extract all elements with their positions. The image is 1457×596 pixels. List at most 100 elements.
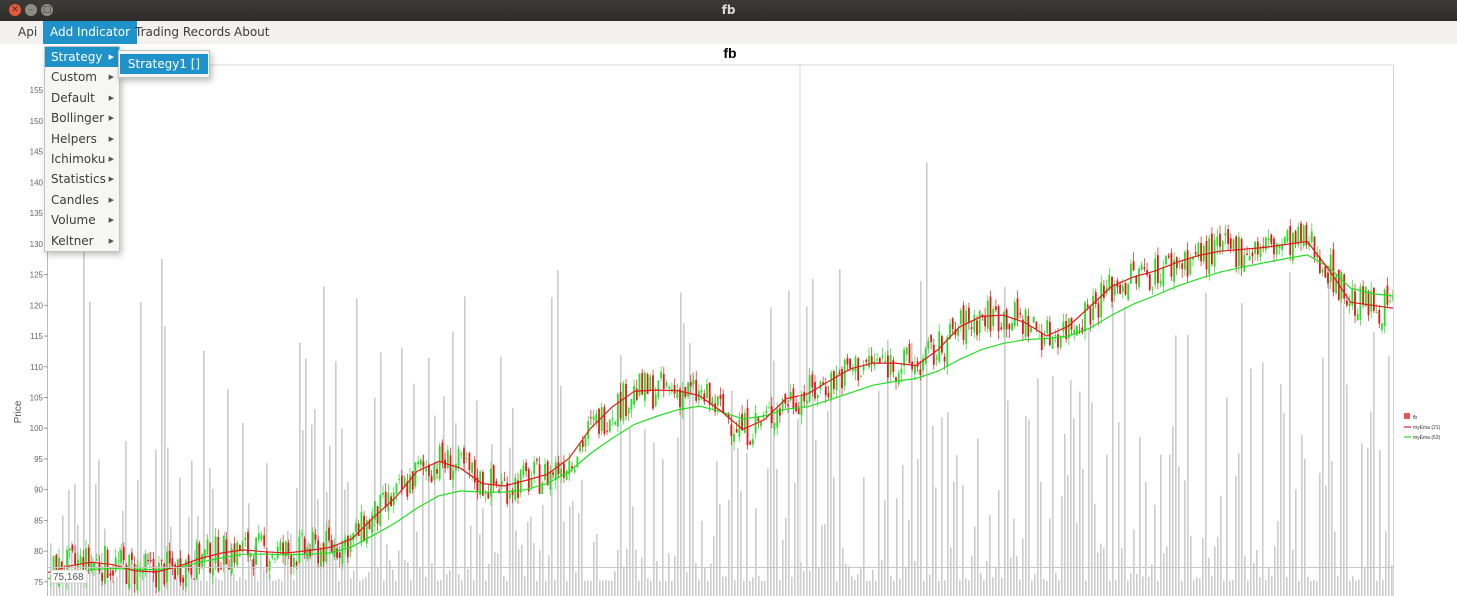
candle-body [87,547,90,567]
menu-trading-records[interactable]: Trading Records [135,25,231,39]
volume-bar [206,580,208,596]
volume-bar [311,424,313,596]
candle-body [611,418,614,420]
candle-body [471,462,473,473]
volume-bar [536,581,538,596]
submenu-item-strategy1[interactable]: Strategy1 [] [120,54,208,75]
volume-bar [1043,578,1045,596]
volume-bar [152,575,154,596]
volume-bar [509,447,511,596]
volume-bar [284,553,286,596]
candle-body [565,470,568,480]
dropdown-item-default[interactable]: Default ▶ [45,88,119,108]
candle-body [854,357,857,372]
volume-bar [323,286,325,596]
volume-bar [689,343,691,596]
dropdown-item-statistics[interactable]: Statistics ▶ [45,169,119,189]
volume-bar [350,578,352,596]
candle-body [946,336,949,366]
candle-body [781,399,784,411]
dropdown-item-custom[interactable]: Custom ▶ [45,67,119,87]
candle-body [266,551,268,568]
candle-body [1019,312,1022,315]
volume-bar [431,563,433,596]
candle-body [1232,239,1235,249]
volume-bar [1037,378,1039,596]
volume-bar [1127,580,1129,596]
volume-bar [857,574,859,596]
candle-body [1059,337,1062,348]
candle-body [1238,236,1240,267]
volume-bar [1379,449,1381,596]
candle-body [495,481,498,485]
menu-add-indicator[interactable]: Add Indicator [43,21,138,44]
volume-bar [728,499,730,596]
candle-body [249,553,252,558]
volume-bar [458,574,460,596]
volume-bar [1058,580,1060,596]
dropdown-item-helpers[interactable]: Helpers ▶ [45,129,119,149]
volume-bar [665,580,667,596]
candle-body [1119,284,1121,294]
dropdown-item-label: Custom [51,70,97,85]
volume-bar [959,580,961,596]
close-window-button[interactable]: ✕ [9,4,21,16]
volume-bar [1364,567,1366,596]
candle-body [190,565,193,575]
volume-bar [86,580,88,596]
candle-body [371,514,374,533]
candle-body [984,315,986,327]
menu-api[interactable]: Api [18,25,38,39]
candle-body [976,320,978,336]
volume-bar [776,469,778,596]
candle-body [932,344,935,365]
candle-body [1364,287,1367,307]
legend-label-ema21: myEma (21) [1413,425,1441,431]
candle-body [900,368,903,374]
candle-body [74,553,77,565]
candle-body [881,355,884,358]
candle-body [965,310,968,344]
minimize-window-button[interactable]: – [25,4,37,16]
candle-body [290,555,293,568]
candle-body [1310,231,1313,243]
candle-body [1278,246,1281,249]
candle-body [382,492,384,495]
candle-body [1289,226,1292,256]
candle-body [317,540,320,564]
candle-body [857,358,860,381]
candle-body [473,459,476,483]
dropdown-item-volume[interactable]: Volume ▶ [45,210,119,230]
dropdown-item-bollinger[interactable]: Bollinger ▶ [45,108,119,128]
candle-body [301,533,303,535]
volume-bar [1163,553,1165,596]
volume-bar [1025,416,1027,596]
price-chart[interactable]: fb 75 80 85 90 95 100 105 110 115 120 125 130 135 140… [0,44,1457,596]
candle-body [1192,257,1194,260]
candle-body [228,567,230,570]
candle-body [263,535,266,546]
chart-panel[interactable]: fb 75 80 85 90 95 100 105 110 115 120 125 130 135 140… [0,44,1457,596]
y-tick-label: 150 [30,117,44,126]
dropdown-item-candles[interactable]: Candles ▶ [45,190,119,210]
y-tick-label: 115 [30,332,43,341]
candle-body [1097,303,1100,318]
candle-body [1259,246,1262,258]
candle-body [1186,250,1189,277]
dropdown-item-keltner[interactable]: Keltner ▶ [45,231,119,251]
candle-body [160,559,163,561]
candle-body [962,305,965,340]
volume-bar [1040,481,1042,596]
volume-bar [983,580,985,596]
candle-body [654,394,657,407]
menu-about[interactable]: About [234,25,270,39]
volume-bar [974,526,976,596]
dropdown-item-strategy[interactable]: Strategy ▶ [45,47,119,68]
volume-bar [1190,535,1192,596]
candle-body [1043,339,1046,345]
candle-body [838,372,841,374]
dropdown-item-ichimoku[interactable]: Ichimoku ▶ [45,149,119,169]
maximize-window-button[interactable]: □ [41,4,53,16]
volume-bar [494,551,496,596]
volume-bar [1337,575,1339,596]
